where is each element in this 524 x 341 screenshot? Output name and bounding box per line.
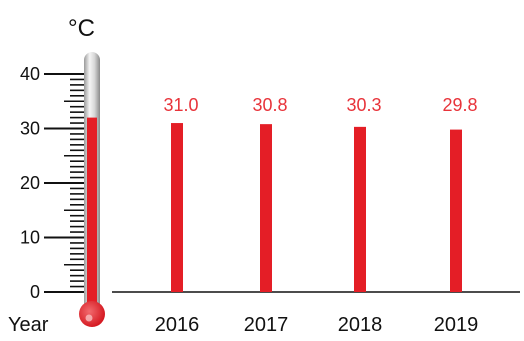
value-label: 29.8 [442, 95, 477, 115]
thermometer-mercury [87, 117, 97, 314]
value-labels: 31.0 30.8 30.3 29.8 [163, 95, 477, 115]
y-tick-label: 10 [20, 228, 40, 248]
bar-2018 [354, 126, 366, 293]
y-tick-label: 40 [20, 64, 40, 84]
x-axis-label: Year [8, 314, 49, 336]
category-label: 2018 [338, 314, 383, 336]
y-tick-labels: 0 10 20 30 40 [20, 64, 40, 302]
y-tick-label: 20 [20, 173, 40, 193]
category-label: 2019 [434, 314, 479, 336]
y-unit-label: °C [68, 15, 95, 42]
value-label: 31.0 [163, 95, 198, 115]
thermometer-bulb-highlight [85, 314, 93, 322]
value-label: 30.8 [252, 95, 287, 115]
y-tick-label: 0 [30, 282, 40, 302]
bars-group [171, 123, 462, 293]
category-labels: 2016 2017 2018 2019 [155, 314, 479, 336]
thermometer-bulb [79, 301, 105, 327]
category-label: 2017 [244, 314, 289, 336]
y-tick-label: 30 [20, 119, 40, 139]
category-label: 2016 [155, 314, 200, 336]
value-label: 30.3 [346, 95, 381, 115]
thermometer-scale [44, 73, 84, 293]
bar-2017 [260, 124, 272, 292]
bar-2019 [450, 129, 462, 292]
bar-2016 [171, 123, 183, 292]
